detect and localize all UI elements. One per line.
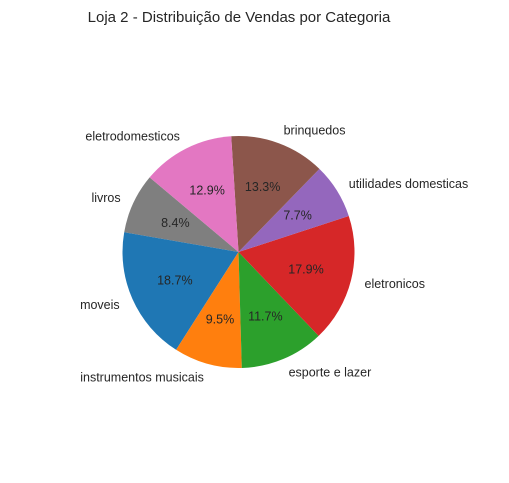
pie-slice-instrumentos-musicais xyxy=(176,252,242,368)
pie-percent-labels: 8.4% 18.7% 9.5% 11.7% 17.9% 7.7% 13.3% 12.9% xyxy=(157,180,324,326)
pie-percent-label: 9.5% xyxy=(206,313,235,327)
pie-category-labels: livros moveis instrumentos musicais esporte… xyxy=(80,124,468,385)
pie-category-label: utilidades domesticas xyxy=(349,177,469,191)
pie-category-label: brinquedos xyxy=(284,124,346,138)
pie-percent-label: 13.3% xyxy=(245,180,280,194)
pie-percent-label: 11.7% xyxy=(248,310,283,324)
pie-category-label: instrumentos musicais xyxy=(80,371,204,385)
pie-slice-livros xyxy=(124,177,239,252)
pie-percent-label: 17.9% xyxy=(288,262,323,276)
pie-slices xyxy=(122,136,355,368)
pie-slice-moveis xyxy=(122,232,239,350)
pie-percent-label: 12.9% xyxy=(189,183,224,197)
pie-category-label: livros xyxy=(91,191,120,205)
pie-slice-eletrodomesticos xyxy=(149,136,239,252)
chart-title: Loja 2 - Distribuição de Vendas por Cate… xyxy=(88,9,391,26)
pie-percent-label: 8.4% xyxy=(161,216,190,230)
pie-slice-brinquedos xyxy=(231,136,320,252)
pie-slice-esporte-e-lazer xyxy=(238,252,319,368)
pie-category-label: esporte e lazer xyxy=(289,365,372,379)
pie-category-label: moveis xyxy=(80,298,120,312)
pie-percent-label: 18.7% xyxy=(157,274,192,288)
pie-percent-label: 7.7% xyxy=(283,209,312,223)
pie-slice-eletronicos xyxy=(238,215,355,336)
pie-category-label: eletrodomesticos xyxy=(85,130,180,144)
pie-slice-utilidades-domesticas xyxy=(238,168,349,252)
pie-category-label: eletronicos xyxy=(365,277,425,291)
